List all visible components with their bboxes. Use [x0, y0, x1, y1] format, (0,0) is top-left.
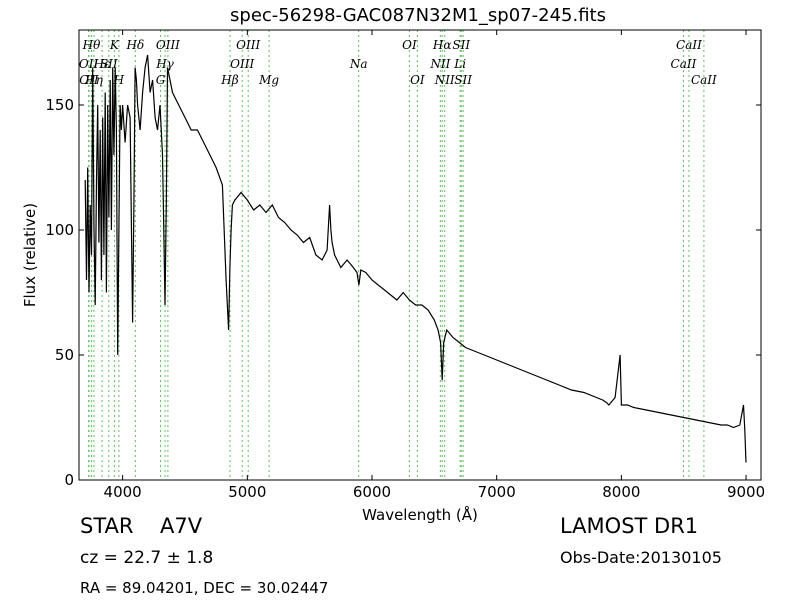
y-tick-label: 50	[55, 346, 74, 364]
spectral-line-label: Hβ	[220, 73, 238, 87]
chart-title: spec-56298-GAC087N32M1_sp07-245.fits	[230, 5, 606, 26]
spectrum-line	[84, 54, 747, 463]
spectral-line-label: Hδ	[126, 38, 145, 52]
spectral-line-label: K	[109, 38, 120, 52]
spectral-line-label: SII	[454, 73, 472, 87]
y-tick-label: 150	[45, 96, 74, 114]
spectral-line-label: CaII	[671, 57, 697, 71]
plot-frame	[78, 29, 762, 481]
spectral-line-labels-layer: OIIOIIHθHηHεSIIKHHδGHγOIIIHβOIIIOIIIMgNa…	[79, 38, 717, 87]
spectral-line-label: SII	[100, 57, 118, 71]
spectral-line-label: G	[156, 73, 166, 87]
spectral-line-label: CaII	[691, 73, 717, 87]
spectral-line-label: SII	[452, 38, 470, 52]
x-tick-label: 5000	[228, 483, 266, 501]
spectral-line-label: Hα	[432, 38, 452, 52]
spectral-line-label: OI	[402, 38, 417, 52]
y-tick-label: 100	[45, 221, 74, 239]
survey-name: LAMOST DR1	[560, 514, 699, 538]
spectral-lines-layer	[88, 30, 705, 480]
spectral-line-label: CaII	[676, 38, 702, 52]
object-subclass: A7V	[160, 514, 203, 538]
spectral-line-label: OIII	[156, 38, 180, 52]
spectral-line-label: Mg	[258, 73, 279, 87]
spectral-line-label: OIII	[230, 57, 254, 71]
spectral-line-label: Na	[349, 57, 368, 71]
spectral-line-label: NII	[429, 57, 450, 71]
spectral-line-label: Hε	[93, 57, 111, 71]
spectral-line-label: NII	[434, 73, 455, 87]
object-class: STAR	[80, 514, 134, 538]
spectral-line-label: Hθ	[82, 38, 101, 52]
sky-coordinates: RA = 89.04201, DEC = 30.02447	[80, 579, 329, 597]
spectral-line-label: OIII	[236, 38, 260, 52]
observation-date: Obs-Date:20130105	[560, 548, 722, 567]
y-axis-label: Flux (relative)	[21, 202, 39, 308]
x-tick-label: 7000	[478, 483, 516, 501]
redshift-value: cz = 22.7 ± 1.8	[80, 548, 214, 568]
spectral-line-label: OI	[410, 73, 425, 87]
spectral-line-label: Hγ	[155, 57, 174, 71]
spectral-line-label: OII	[79, 57, 99, 71]
axis-ticks-layer: 4000 5000 6000 7000 8000 9000 0 50 100 150	[45, 30, 765, 501]
x-tick-label: 8000	[602, 483, 640, 501]
spectral-line-label: Hη	[84, 73, 103, 87]
y-tick-label: 0	[64, 471, 74, 489]
spectral-line-label: Li	[453, 57, 466, 71]
spectral-line-label: OII	[79, 73, 99, 87]
x-axis-label: Wavelength (Å)	[362, 506, 478, 524]
x-tick-label: 9000	[727, 483, 765, 501]
x-tick-label: 4000	[104, 483, 142, 501]
x-tick-label: 6000	[353, 483, 391, 501]
